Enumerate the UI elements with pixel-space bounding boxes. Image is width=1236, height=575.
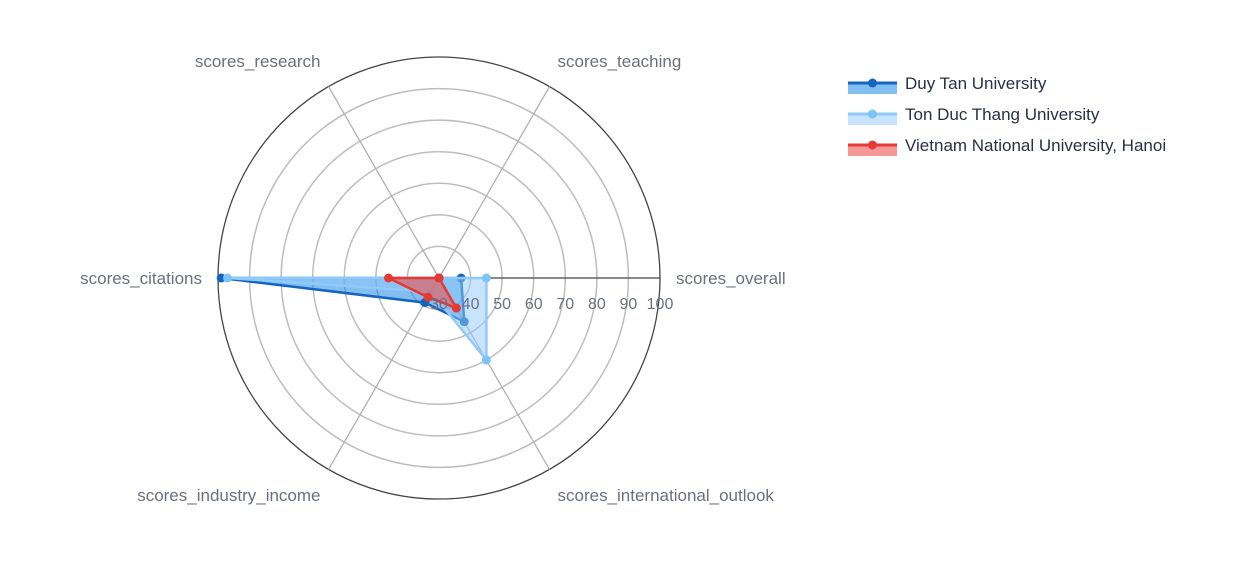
legend-item[interactable]: Ton Duc Thang University: [848, 105, 1100, 125]
legend-marker: [868, 109, 877, 119]
radial-tick-label: 60: [525, 296, 543, 313]
legend-swatch: [848, 144, 897, 156]
data-point[interactable]: [216, 273, 226, 283]
axis-spoke: [327, 86, 440, 279]
radial-tick-label: 90: [620, 296, 638, 313]
legend-item[interactable]: Vietnam National University, Hanoi: [848, 136, 1166, 156]
axis-label: scores_research: [195, 52, 321, 71]
legend-label: Vietnam National University, Hanoi: [905, 136, 1166, 155]
axis-spoke: [438, 86, 551, 279]
axis-label: scores_teaching: [558, 52, 682, 71]
legend-swatch: [848, 82, 897, 94]
radial-tick-label: 70: [556, 296, 574, 313]
legend-label: Duy Tan University: [905, 74, 1047, 93]
axis-spoke: [327, 277, 440, 470]
axis-label: scores_industry_income: [137, 486, 320, 505]
data-point[interactable]: [481, 355, 491, 365]
axis-label: scores_international_outlook: [558, 486, 775, 505]
radial-tick-label: 100: [647, 296, 674, 313]
radial-tick-label: 40: [462, 296, 480, 313]
data-point[interactable]: [423, 292, 433, 302]
data-point[interactable]: [451, 303, 461, 313]
legend-label: Ton Duc Thang University: [905, 105, 1100, 124]
radial-tick-label: 50: [493, 296, 511, 313]
radar-series: [216, 273, 491, 365]
radial-tick-label: 80: [588, 296, 606, 313]
legend-swatch: [848, 113, 897, 125]
series-2: [383, 273, 461, 313]
data-point[interactable]: [222, 273, 232, 283]
data-point[interactable]: [383, 273, 393, 283]
legend-marker: [868, 140, 877, 150]
data-point[interactable]: [434, 273, 444, 283]
legend-item[interactable]: Duy Tan University: [848, 74, 1047, 94]
axis-label: scores_citations: [80, 269, 202, 288]
data-point[interactable]: [481, 273, 491, 283]
series-1: [222, 273, 491, 365]
series-area: [226, 276, 488, 362]
radial-tick-label: 30: [430, 296, 448, 313]
legend[interactable]: Duy Tan University Ton Duc Thang Universi…: [848, 74, 1166, 156]
axis-label: scores_overall: [676, 269, 786, 288]
legend-marker: [868, 78, 877, 88]
